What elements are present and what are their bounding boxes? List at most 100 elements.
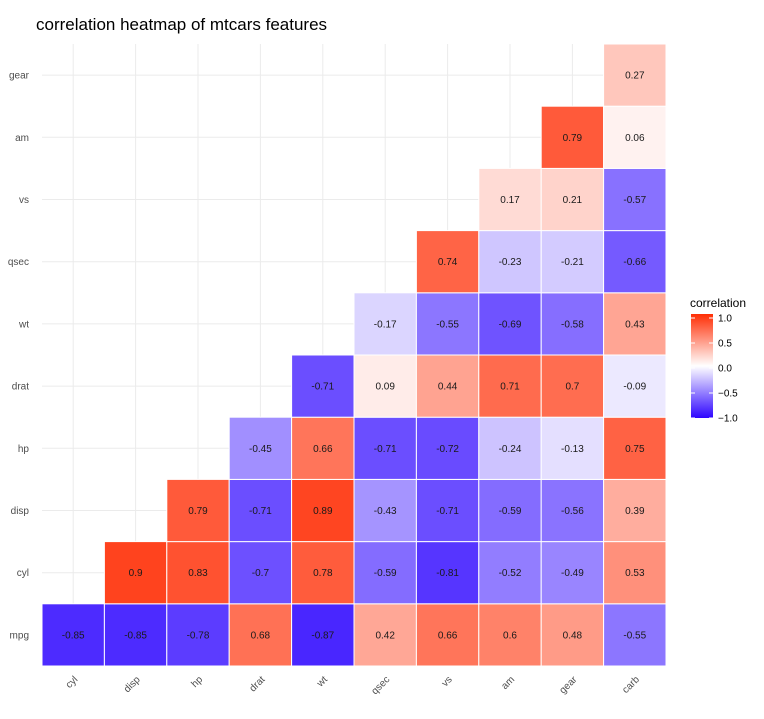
heatmap-cell-label: -0.09 xyxy=(623,382,646,393)
heatmap-cell: -0.78 xyxy=(166,603,230,667)
heatmap-cell-label: -0.49 xyxy=(561,568,584,579)
heatmap-cell-label: -0.45 xyxy=(249,444,272,455)
heatmap-cell-label: 0.7 xyxy=(565,382,579,393)
heatmap-cell-label: -0.72 xyxy=(436,444,459,455)
heatmap-cell: 0.75 xyxy=(603,416,667,480)
heatmap-cell-label: 0.17 xyxy=(500,195,520,206)
heatmap-cell: -0.17 xyxy=(353,292,417,356)
heatmap-cell-rect xyxy=(603,292,667,356)
legend-tick-label: 1.0 xyxy=(718,314,732,325)
heatmap-cell-label: -0.55 xyxy=(436,319,459,330)
x-tick-label: drat xyxy=(248,674,268,694)
heatmap-cell: -0.71 xyxy=(291,354,355,418)
heatmap-cell-label: -0.21 xyxy=(561,257,584,268)
heatmap-cell: 0.17 xyxy=(478,167,542,232)
heatmap-cell: 0.68 xyxy=(228,603,293,667)
heatmap-cell-rect xyxy=(540,603,605,667)
heatmap-cell: -0.58 xyxy=(540,292,605,356)
heatmap-cell-label: -0.56 xyxy=(561,506,584,517)
heatmap-cell: 0.09 xyxy=(353,354,417,418)
heatmap-cell-label: -0.59 xyxy=(499,506,522,517)
heatmap-cell-rect xyxy=(353,292,417,356)
heatmap-cell-rect xyxy=(415,354,480,418)
heatmap-cell-label: -0.59 xyxy=(374,568,397,579)
heatmap-cell-rect xyxy=(603,43,667,107)
chart-title: correlation heatmap of mtcars features xyxy=(36,15,327,34)
heatmap-cell-label: -0.23 xyxy=(499,257,522,268)
heatmap-cell-label: 0.6 xyxy=(503,630,517,641)
heatmap-cell-label: 0.78 xyxy=(313,568,333,579)
legend-tick-label: −0.5 xyxy=(718,389,738,400)
heatmap-cell-rect xyxy=(166,478,230,543)
heatmap-cell: -0.13 xyxy=(540,416,605,480)
heatmap-cell: -0.69 xyxy=(478,292,542,356)
heatmap-cell: -0.81 xyxy=(415,541,480,605)
heatmap-cell-rect xyxy=(415,230,480,294)
heatmap-cell: -0.7 xyxy=(228,541,293,605)
heatmap-cell: 0.7 xyxy=(540,354,605,418)
heatmap-cell-label: -0.71 xyxy=(436,506,459,517)
heatmap-cell-label: 0.79 xyxy=(563,133,583,144)
x-tick-label: gear xyxy=(558,674,580,696)
heatmap-cell-label: -0.87 xyxy=(311,630,334,641)
legend-tick-label: 0.0 xyxy=(718,364,732,375)
heatmap-cell-label: 0.89 xyxy=(313,506,333,517)
y-tick-label: am xyxy=(15,133,29,144)
heatmap-cell: 0.89 xyxy=(291,478,355,543)
heatmap-cell: -0.71 xyxy=(228,478,293,543)
heatmap-cell-label: 0.71 xyxy=(500,382,520,393)
heatmap-cell-label: 0.43 xyxy=(625,319,645,330)
heatmap-cell: -0.24 xyxy=(478,416,542,480)
heatmap-cell: -0.71 xyxy=(415,478,480,543)
heatmap-cell: 0.53 xyxy=(603,541,667,605)
x-tick-label: cyl xyxy=(64,674,80,690)
heatmap-cell-label: -0.85 xyxy=(124,630,147,641)
heatmap-cell-rect xyxy=(540,230,605,294)
heatmap-cells: -0.85 -0.85 -0.78 0.68 -0.87 0.42 0.66 0.6 0.48 -… xyxy=(41,43,667,667)
heatmap-cell-label: -0.52 xyxy=(499,568,522,579)
y-tick-label: cyl xyxy=(17,568,29,579)
heatmap-cell-rect xyxy=(478,230,542,294)
heatmap-cell-rect xyxy=(478,167,542,232)
heatmap-cell-label: 0.48 xyxy=(563,630,583,641)
heatmap-cell: -0.66 xyxy=(603,230,667,294)
heatmap-cell-rect xyxy=(415,416,480,480)
heatmap-cell: 0.66 xyxy=(415,603,480,667)
heatmap-cell-label: -0.55 xyxy=(623,630,646,641)
heatmap-cell-rect xyxy=(291,478,355,543)
y-tick-label: wt xyxy=(18,319,29,330)
heatmap-cell-rect xyxy=(166,541,230,605)
heatmap-cell: 0.71 xyxy=(478,354,542,418)
heatmap-cell: 0.44 xyxy=(415,354,480,418)
x-tick-label: carb xyxy=(620,674,642,696)
heatmap-cell-label: -0.43 xyxy=(374,506,397,517)
heatmap-cell-rect xyxy=(291,603,355,667)
heatmap-cell-rect xyxy=(166,603,230,667)
x-tick-label: vs xyxy=(440,674,455,689)
heatmap-cell: 0.48 xyxy=(540,603,605,667)
heatmap-cell-rect xyxy=(540,416,605,480)
heatmap-cell-label: 0.39 xyxy=(625,506,645,517)
legend-title: correlation xyxy=(690,296,746,310)
color-legend: correlation 1.0 0.5 0.0 −0.5 −1.0 xyxy=(690,296,746,425)
heatmap-cell: -0.56 xyxy=(540,478,605,543)
heatmap-cell-label: 0.75 xyxy=(625,444,645,455)
heatmap-cell: 0.83 xyxy=(166,541,230,605)
heatmap-cell-label: 0.09 xyxy=(375,382,395,393)
heatmap-cell: -0.59 xyxy=(353,541,417,605)
legend-tick-label: 0.5 xyxy=(718,339,732,350)
heatmap-cell: 0.74 xyxy=(415,230,480,294)
x-tick-label: am xyxy=(500,674,518,692)
heatmap-cell-rect xyxy=(228,541,293,605)
x-tick-label: qsec xyxy=(370,674,393,697)
heatmap-cell-label: -0.66 xyxy=(623,257,646,268)
legend-tick-label: −1.0 xyxy=(718,414,738,425)
heatmap-cell-label: 0.68 xyxy=(251,630,271,641)
heatmap-cell-rect xyxy=(478,541,542,605)
y-tick-label: hp xyxy=(18,444,30,455)
heatmap-cell: -0.43 xyxy=(353,478,417,543)
heatmap-cell-label: -0.85 xyxy=(62,630,85,641)
heatmap-cell: -0.45 xyxy=(228,416,293,480)
heatmap-cell-rect xyxy=(603,603,667,667)
